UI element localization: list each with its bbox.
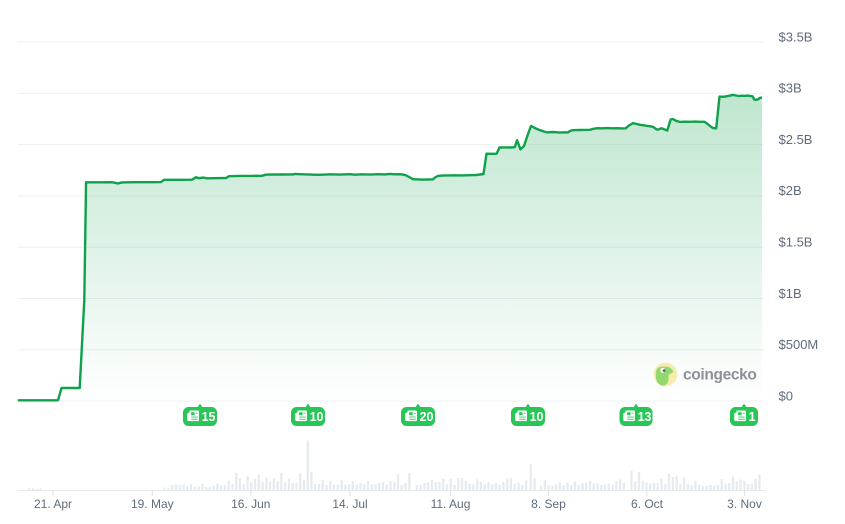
svg-text:6. Oct: 6. Oct [631,497,664,511]
svg-text:$2.5B: $2.5B [779,132,813,147]
svg-text:20: 20 [420,410,434,424]
svg-text:coingecko: coingecko [683,366,757,383]
svg-text:19. May: 19. May [131,497,174,511]
svg-text:1: 1 [749,410,756,424]
svg-text:$3B: $3B [779,81,802,96]
svg-text:3. Nov: 3. Nov [727,497,762,511]
svg-text:11. Aug: 11. Aug [431,497,471,511]
svg-text:14. Jul: 14. Jul [332,497,367,511]
svg-text:$500M: $500M [779,337,819,352]
svg-text:$1.5B: $1.5B [779,235,813,250]
svg-text:16. Jun: 16. Jun [231,497,270,511]
svg-text:10: 10 [310,410,324,424]
svg-text:$0: $0 [779,388,793,403]
svg-text:13: 13 [638,410,652,424]
svg-text:15: 15 [202,410,216,424]
svg-text:$2B: $2B [779,183,802,198]
svg-text:10: 10 [530,410,544,424]
svg-text:$3.5B: $3.5B [779,29,813,44]
svg-text:21. Apr: 21. Apr [34,497,72,511]
svg-text:$1B: $1B [779,286,802,301]
svg-text:8. Sep: 8. Sep [531,497,566,511]
